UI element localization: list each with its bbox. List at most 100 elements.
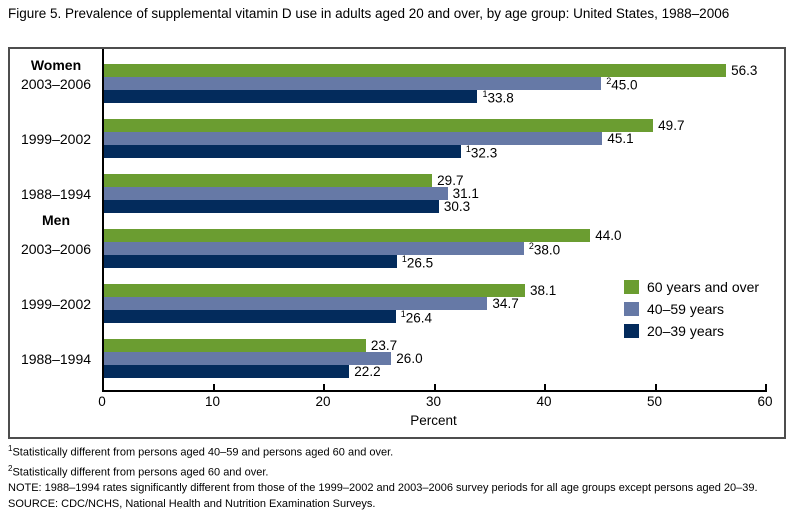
bar-value-label: 132.3 bbox=[465, 144, 498, 161]
x-tick-label: 20 bbox=[315, 394, 331, 409]
bar-value-label: 26.0 bbox=[396, 351, 423, 366]
bar-40–59-years bbox=[104, 77, 602, 90]
bar-20–39-years bbox=[104, 200, 439, 213]
legend-label: 20–39 years bbox=[647, 323, 725, 339]
bar-20–39-years bbox=[104, 145, 461, 158]
legend-label: 40–59 years bbox=[647, 301, 725, 317]
bar-40–59-years bbox=[104, 187, 448, 200]
legend-label: 60 years and over bbox=[647, 279, 760, 295]
period-label: 2003–2006 bbox=[20, 75, 92, 92]
bar-60-years-and-over bbox=[104, 174, 433, 187]
x-tick bbox=[765, 384, 767, 390]
y-axis-labels: Women 2003–2006 1999–2002 1988–1994 Men 2003–… bbox=[10, 49, 102, 390]
bar-value-label: 126.5 bbox=[401, 254, 434, 271]
period-label: 2003–2006 bbox=[20, 240, 92, 257]
bar-value-label: 238.0 bbox=[528, 241, 561, 258]
period-label: 1988–1994 bbox=[20, 185, 92, 202]
period-label: 1988–1994 bbox=[20, 350, 92, 367]
group-label: 1999–2002 bbox=[10, 284, 102, 323]
footnotes: 1Statistically different from persons ag… bbox=[8, 441, 758, 512]
group-label: Women 2003–2006 bbox=[10, 57, 102, 103]
bar-group: 38.1 34.7 126.4 bbox=[104, 284, 767, 325]
chart-frame: Women 2003–2006 1999–2002 1988–1994 Men 2003–… bbox=[8, 47, 786, 439]
bar-group: 49.7 45.1 132.3 bbox=[104, 119, 767, 161]
period-label: 1999–2002 bbox=[20, 130, 92, 147]
bar-60-years-and-over bbox=[104, 64, 727, 77]
group-label: Men 2003–2006 bbox=[10, 212, 102, 268]
bar-row: 238.0 bbox=[104, 241, 767, 258]
bar-value-label: 31.1 bbox=[452, 186, 479, 201]
x-tick-label: 50 bbox=[646, 394, 663, 409]
bar-row: 126.5 bbox=[104, 254, 767, 271]
x-tick-label: 30 bbox=[425, 394, 442, 409]
bar-60-years-and-over bbox=[104, 339, 366, 352]
x-axis-title: Percent bbox=[410, 413, 457, 428]
bar-value-label: 133.8 bbox=[482, 89, 514, 106]
bar-value-label: 45.1 bbox=[607, 131, 634, 146]
x-tick bbox=[323, 384, 325, 390]
bar-row: 38.1 bbox=[104, 284, 767, 297]
bar-value-label: 34.7 bbox=[492, 296, 519, 311]
bar-value-label: 38.1 bbox=[530, 283, 557, 298]
bar-40–59-years bbox=[104, 242, 524, 255]
bar-row: 126.4 bbox=[104, 310, 767, 325]
footnote-line: 2Statistically different from persons ag… bbox=[8, 463, 269, 479]
bar-row: 31.1 bbox=[104, 187, 767, 200]
legend: 60 years and over 40–59 years 20–39 years bbox=[624, 279, 760, 346]
bar-row: 45.1 bbox=[104, 132, 767, 145]
section-label: Women bbox=[30, 57, 82, 73]
bar-row: 23.7 bbox=[104, 339, 767, 352]
bar-20–39-years bbox=[104, 90, 478, 103]
bar-60-years-and-over bbox=[104, 284, 525, 297]
bar-value-label: 245.0 bbox=[606, 76, 638, 93]
x-tick-label: 0 bbox=[98, 394, 106, 409]
legend-entry: 20–39 years bbox=[624, 323, 759, 339]
legend-swatch bbox=[624, 280, 639, 294]
bar-group: 44.0 238.0 126.5 bbox=[104, 229, 767, 271]
bar-60-years-and-over bbox=[104, 229, 591, 242]
bar-group: 29.7 31.1 30.3 bbox=[104, 174, 767, 213]
legend-swatch bbox=[624, 302, 639, 316]
bar-value-label: 44.0 bbox=[595, 228, 622, 243]
bar-value-label: 23.7 bbox=[370, 338, 398, 353]
bar-40–59-years bbox=[104, 352, 392, 365]
bar-row: 29.7 bbox=[104, 174, 767, 187]
x-tick bbox=[544, 384, 546, 390]
bar-value-label: 56.3 bbox=[731, 63, 758, 78]
footnote-line: NOTE: 1988–1994 rates significantly diff… bbox=[8, 482, 758, 495]
x-tick-label: 40 bbox=[536, 394, 552, 409]
bar-row: 49.7 bbox=[104, 119, 767, 132]
group-label: 1999–2002 bbox=[10, 119, 102, 158]
bar-group: 23.7 26.0 22.2 bbox=[104, 339, 767, 378]
legend-entry: 60 years and over bbox=[624, 279, 760, 295]
bar-value-label: 30.3 bbox=[443, 199, 471, 214]
bar-40–59-years bbox=[104, 297, 488, 310]
footnote-line: SOURCE: CDC/NCHS, National Health and Nu… bbox=[8, 498, 376, 511]
x-tick-label: 10 bbox=[204, 394, 221, 409]
bar-row: 56.3 bbox=[104, 64, 767, 77]
bar-value-label: 29.7 bbox=[437, 173, 464, 188]
section-label: Men bbox=[42, 212, 70, 228]
bar-value-label: 49.7 bbox=[658, 118, 685, 133]
bar-value-label: 22.2 bbox=[354, 364, 381, 379]
figure-title: Figure 5. Prevalence of supplemental vit… bbox=[8, 6, 730, 21]
bar-row: 22.2 bbox=[104, 365, 767, 378]
bar-row: 26.0 bbox=[104, 352, 767, 365]
footnote-line: 1Statistically different from persons ag… bbox=[8, 444, 394, 459]
bar-row: 133.8 bbox=[104, 89, 767, 106]
group-label: 1988–1994 bbox=[10, 339, 102, 378]
x-tick bbox=[433, 384, 436, 390]
bar-group: 56.3 245.0 133.8 bbox=[104, 64, 767, 106]
bar-row: 34.7 bbox=[104, 297, 767, 310]
bar-20–39-years bbox=[104, 310, 396, 323]
bar-row: 245.0 bbox=[104, 76, 767, 93]
period-label: 1999–2002 bbox=[20, 295, 92, 312]
x-tick bbox=[654, 384, 657, 390]
legend-swatch bbox=[624, 324, 639, 338]
bar-60-years-and-over bbox=[104, 119, 654, 132]
bar-row: 132.3 bbox=[104, 144, 767, 161]
bar-row: 44.0 bbox=[104, 229, 767, 242]
bar-row: 30.3 bbox=[104, 200, 767, 213]
bar-20–39-years bbox=[104, 365, 350, 378]
plot-area: 56.3 245.0 133.8 49.7 45.1 132.3 29.7 31.1 30.3 4… bbox=[102, 49, 767, 392]
